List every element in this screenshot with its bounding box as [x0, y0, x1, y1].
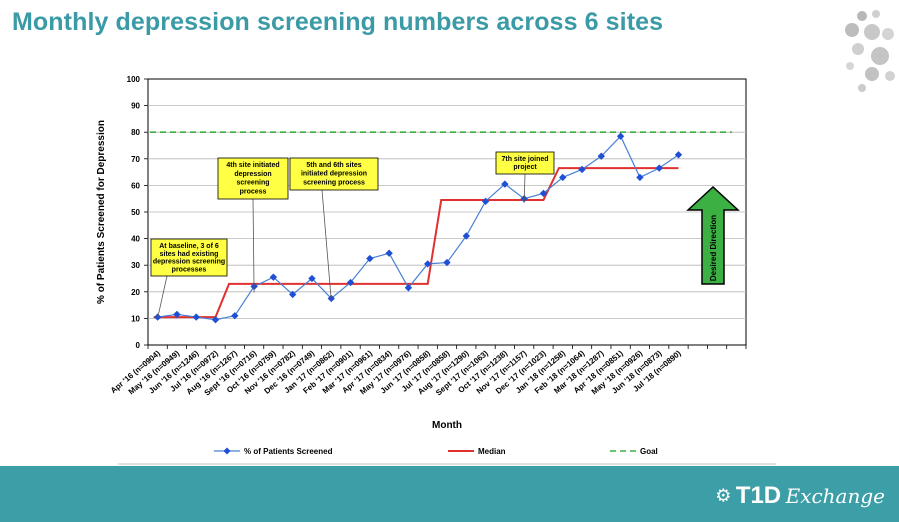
- data-point: [616, 132, 625, 140]
- annotation-text: depression: [234, 171, 271, 178]
- series-screened: [153, 132, 683, 324]
- page-title: Monthly depression screening numbers acr…: [12, 8, 664, 36]
- gear-icon: ⚙: [715, 485, 732, 506]
- data-point: [462, 232, 470, 240]
- annotation-text: sites had existing: [160, 251, 219, 258]
- data-point: [597, 152, 605, 160]
- brand-main: T1D: [735, 482, 782, 509]
- annotation-text: screening: [236, 180, 269, 187]
- x-axis-ticks: Apr '16 (n=0904)May '16 (n=0949)Jun '16 …: [109, 345, 747, 397]
- y-tick-label: 70: [131, 155, 140, 164]
- data-point: [366, 254, 374, 263]
- annotation-text: depression screening: [153, 259, 225, 266]
- y-tick-label: 100: [127, 75, 141, 84]
- data-point: [424, 260, 432, 268]
- direction-label: Desired Direction: [709, 215, 718, 281]
- y-axis-ticks: 0 10 20 30 40 50 60 70 80 90 100: [127, 75, 148, 350]
- data-point: [289, 290, 297, 299]
- annotation-text: process: [240, 188, 267, 195]
- arrow-up-icon: [686, 185, 740, 285]
- data-point: [578, 165, 586, 174]
- data-point: [539, 189, 548, 198]
- annotation-text: 5th and 6th sites: [306, 162, 361, 169]
- annotation-text: initiated depression: [301, 171, 367, 178]
- y-tick-label: 0: [136, 341, 141, 350]
- data-point: [443, 258, 451, 267]
- series-line: [157, 135, 679, 321]
- legend-label-screened: % of Patients Screened: [244, 447, 333, 456]
- annotation-text: 7th site joined: [501, 156, 548, 163]
- y-axis-label: % of Patients Screened for Depression: [96, 120, 107, 304]
- legend-label-goal: Goal: [640, 447, 658, 456]
- data-point: [674, 151, 683, 159]
- annotation-text: project: [513, 164, 537, 171]
- data-point: [559, 173, 567, 182]
- y-tick-label: 10: [131, 314, 140, 323]
- data-point: [192, 313, 200, 321]
- annotation-text: 4th site initiated: [226, 162, 279, 169]
- gridlines: [148, 105, 746, 319]
- annotation-callout: 5th and 6th sites initiated depressionscr…: [289, 157, 379, 301]
- data-point: [308, 274, 316, 283]
- data-point: [501, 180, 509, 188]
- chart: 0 10 20 30 40 50 60 70 80 90 100 Apr '16 (n=0904)M…: [96, 75, 776, 465]
- y-tick-label: 20: [131, 288, 140, 297]
- y-tick-label: 50: [131, 208, 140, 217]
- legend-label-median: Median: [478, 447, 506, 456]
- brand-logo: ⚙ T1D Exchange: [715, 482, 885, 510]
- annotation-text: At baseline, 3 of 6: [159, 243, 219, 250]
- legend-item-goal: Goal: [610, 447, 658, 456]
- desired-direction-arrow: Desired Direction: [686, 185, 740, 285]
- data-point: [481, 197, 490, 206]
- y-tick-label: 30: [131, 261, 140, 270]
- y-tick-label: 40: [131, 235, 140, 244]
- annotation-text: processes: [172, 266, 207, 273]
- y-tick-label: 90: [131, 102, 140, 111]
- legend-item-screened: % of Patients Screened: [214, 447, 333, 456]
- median-line-segment: [153, 167, 679, 319]
- legend: % of Patients Screened Median Goal: [214, 447, 658, 456]
- data-point: [211, 316, 220, 324]
- data-point: [173, 310, 181, 319]
- y-tick-label: 60: [131, 181, 140, 190]
- annotation-callout: 4th site initiated depression screeningpro…: [217, 157, 289, 293]
- footer-bar: ⚙ T1D Exchange: [0, 466, 899, 522]
- annotation-text: screening process: [303, 179, 365, 186]
- data-point: [269, 273, 278, 281]
- data-point: [404, 284, 413, 292]
- logo-dots-icon: [845, 10, 895, 92]
- data-point: [346, 278, 355, 287]
- data-point: [655, 164, 663, 172]
- brand-script: Exchange: [785, 484, 885, 508]
- legend-item-median: Median: [448, 447, 506, 456]
- x-axis-label: Month: [432, 420, 462, 431]
- y-tick-label: 80: [131, 128, 140, 137]
